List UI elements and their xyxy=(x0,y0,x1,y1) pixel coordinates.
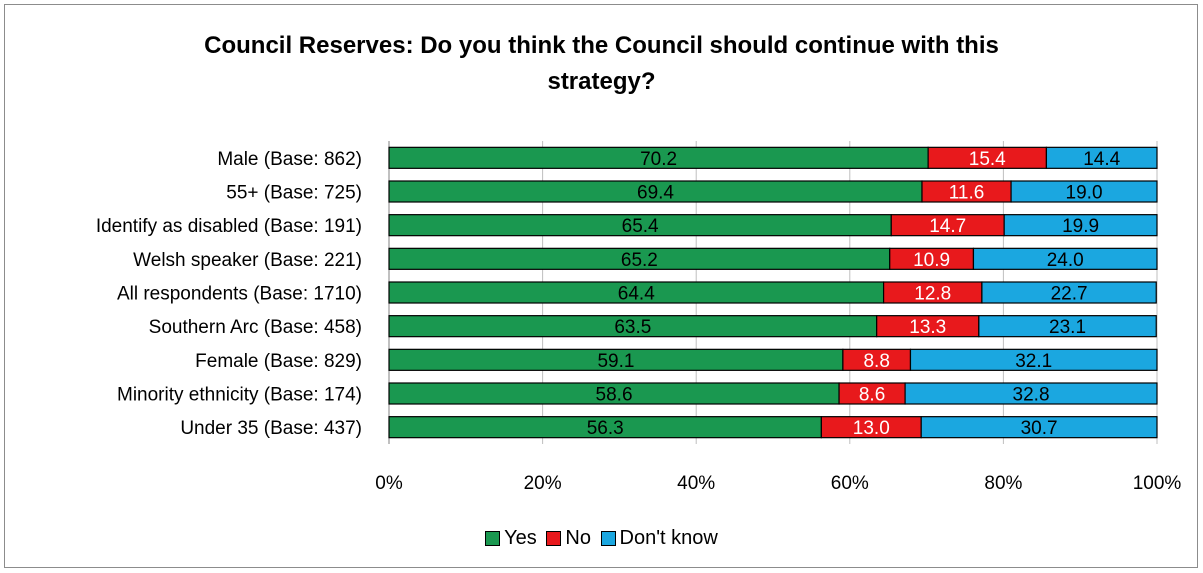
chart-title: Council Reserves: Do you think the Counc… xyxy=(0,28,1203,100)
data-label: 22.7 xyxy=(1051,284,1088,305)
data-label: 19.9 xyxy=(1062,216,1099,237)
chart-title-line-1: Council Reserves: Do you think the Counc… xyxy=(204,32,999,59)
data-label: 65.2 xyxy=(621,250,658,271)
data-label: 11.6 xyxy=(949,183,985,204)
data-label: 14.4 xyxy=(1083,149,1120,170)
chart-legend: Yes No Don't know xyxy=(0,527,1203,552)
bar-segment-dont-know xyxy=(1045,146,1158,169)
x-tick-label: 60% xyxy=(831,473,869,494)
data-label: 32.8 xyxy=(1013,385,1050,406)
data-label: 64.4 xyxy=(618,284,655,305)
data-label: 13.3 xyxy=(909,317,946,338)
data-label: 30.7 xyxy=(1021,418,1058,439)
category-label: 55+ (Base: 725) xyxy=(226,183,362,204)
category-label: Southern Arc (Base: 458) xyxy=(149,317,362,338)
bar-segment-dont-know xyxy=(1010,180,1158,203)
category-label: All respondents (Base: 1710) xyxy=(117,284,362,305)
data-label: 19.0 xyxy=(1066,183,1103,204)
data-label: 10.9 xyxy=(913,250,950,271)
legend-item-dont-know: Don't know xyxy=(600,527,718,550)
data-label: 58.6 xyxy=(596,385,633,406)
category-label: Welsh speaker (Base: 221) xyxy=(133,250,362,271)
category-label: Female (Base: 829) xyxy=(195,351,362,372)
bar-segment-dont-know xyxy=(1003,214,1158,237)
category-label: Under 35 (Base: 437) xyxy=(180,418,362,439)
x-tick-label: 40% xyxy=(677,473,715,494)
legend-item-no: No xyxy=(546,527,591,550)
bar-segment-dont-know xyxy=(981,281,1157,304)
data-label: 15.4 xyxy=(969,149,1006,170)
data-label: 70.2 xyxy=(640,149,677,170)
data-label: 69.4 xyxy=(637,183,674,204)
x-tick-label: 0% xyxy=(375,473,403,494)
data-label: 56.3 xyxy=(587,418,624,439)
legend-label-no: No xyxy=(565,527,591,549)
data-label: 13.0 xyxy=(853,418,890,439)
data-label: 59.1 xyxy=(597,351,634,372)
category-label: Identify as disabled (Base: 191) xyxy=(96,216,362,237)
bar-segment-dont-know xyxy=(909,348,1158,371)
legend-swatch-dont-know xyxy=(600,531,616,546)
data-label: 23.1 xyxy=(1049,317,1086,338)
legend-swatch-no xyxy=(546,531,562,546)
data-label: 12.8 xyxy=(914,284,951,305)
data-label: 32.1 xyxy=(1015,351,1052,372)
data-label: 24.0 xyxy=(1047,250,1084,271)
data-label: 14.7 xyxy=(929,216,966,237)
data-label: 63.5 xyxy=(614,317,651,338)
bar-segment-dont-know xyxy=(972,247,1158,270)
category-label: Male (Base: 862) xyxy=(217,149,362,170)
data-label: 8.6 xyxy=(859,385,885,406)
legend-label-dont-know: Don't know xyxy=(619,527,718,549)
chart-title-line-2: strategy? xyxy=(547,68,656,95)
x-tick-label: 80% xyxy=(984,473,1022,494)
data-label: 8.8 xyxy=(863,351,889,372)
bar-segment-dont-know xyxy=(904,382,1158,405)
data-label: 65.4 xyxy=(622,216,659,237)
bar-segment-dont-know xyxy=(978,315,1157,338)
x-tick-label: 100% xyxy=(1133,473,1182,494)
stacked-bar-chart: 0% 20% 40% 60% 80% 100% Male (Base: 862) 70.2 15… xyxy=(96,141,1182,494)
category-label: Minority ethnicity (Base: 174) xyxy=(117,385,362,406)
legend-swatch-yes xyxy=(485,531,501,546)
x-tick-label: 20% xyxy=(524,473,562,494)
legend-label-yes: Yes xyxy=(504,527,537,549)
bar-segment-dont-know xyxy=(920,416,1158,439)
legend-item-yes: Yes xyxy=(485,527,537,550)
